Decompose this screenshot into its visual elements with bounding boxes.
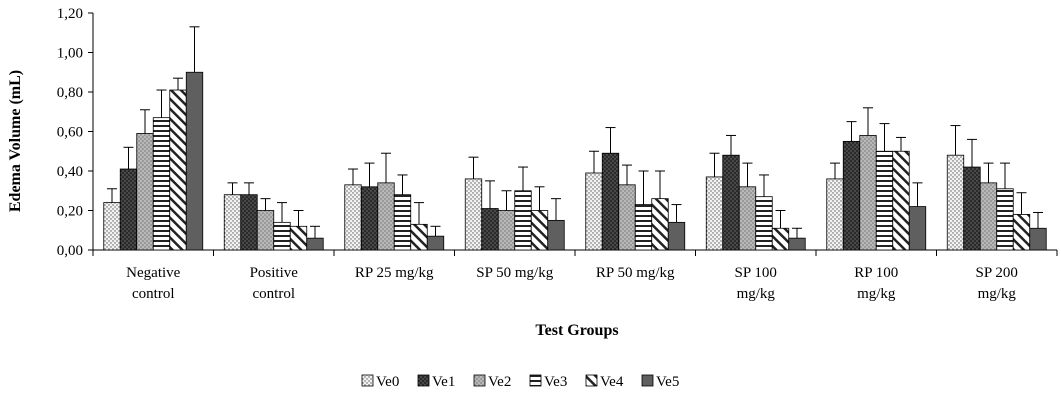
legend-swatch — [417, 374, 430, 387]
legend-swatch — [585, 374, 598, 387]
bar-ve1-7 — [963, 166, 981, 251]
category-label: mg/kg — [737, 286, 776, 302]
bar-ve3-2 — [393, 194, 412, 251]
bar-ve5-6 — [908, 206, 927, 251]
bar-ve5-1 — [306, 237, 324, 251]
category-label: Positive — [250, 265, 299, 281]
category-label: SP 200 — [976, 265, 1018, 281]
bar-ve4-3 — [530, 210, 549, 251]
y-tick-label: 0,20 — [57, 204, 83, 220]
bar-ve1-1 — [240, 194, 258, 251]
legend-item-ve1: Ve1 — [417, 374, 455, 390]
bar-ve3-4 — [634, 204, 653, 251]
category-label: Negative — [126, 265, 180, 281]
bar-ve4-1 — [289, 225, 308, 251]
bar-ve0-3 — [464, 178, 483, 251]
y-tick-label: 0,40 — [57, 164, 83, 180]
category-labels: Negative control Positive control RP 25 mg/k… — [126, 265, 1018, 302]
legend-swatch — [641, 374, 654, 387]
bar-ve1-6 — [842, 140, 861, 251]
bar-ve4-4 — [651, 198, 669, 251]
bar-ve1-4 — [601, 152, 620, 251]
y-tick-label: 0,80 — [57, 85, 83, 101]
x-axis-title: Test Groups — [535, 322, 618, 339]
bar-ve1-5 — [722, 154, 740, 251]
legend-item-ve4: Ve4 — [585, 374, 624, 390]
y-tick-label: 0,00 — [57, 243, 83, 259]
bar-ve2-0 — [136, 133, 154, 251]
bar-ve3-0 — [152, 117, 171, 251]
bar-ve3-1 — [273, 221, 291, 251]
category-label: mg/kg — [857, 286, 896, 302]
legend-item-ve2: Ve2 — [473, 374, 511, 390]
bar-ve1-0 — [119, 168, 138, 251]
bar-ve2-3 — [497, 210, 516, 251]
legend-label: Ve0 — [376, 374, 399, 390]
bar-ve0-2 — [344, 184, 362, 251]
bars — [103, 71, 1047, 251]
bar-ve0-1 — [223, 194, 242, 251]
bar-ve4-5 — [771, 227, 790, 251]
bar-ve5-4 — [667, 221, 686, 251]
bar-ve3-3 — [514, 190, 532, 251]
bar-ve2-5 — [738, 186, 757, 251]
legend-swatch — [473, 374, 486, 387]
bar-ve3-7 — [996, 188, 1014, 251]
bar-ve0-5 — [705, 176, 724, 251]
y-tick-label: 0,60 — [57, 125, 83, 141]
legend-label: Ve2 — [488, 374, 511, 390]
legend-item-ve0: Ve0 — [361, 374, 399, 390]
legend: Ve0 Ve1 Ve2 Ve3 Ve4 Ve5 — [361, 374, 679, 390]
legend-swatch — [361, 374, 374, 387]
y-tick-label: 1,20 — [57, 6, 83, 22]
bar-ve0-0 — [103, 202, 121, 251]
category-label: mg/kg — [978, 286, 1017, 302]
legend-swatch — [529, 374, 542, 387]
category-label: RP 50 mg/kg — [596, 265, 675, 281]
bar-ve4-7 — [1012, 214, 1031, 251]
legend-item-ve3: Ve3 — [529, 374, 567, 390]
bar-ve2-1 — [256, 210, 275, 251]
bar-ve2-2 — [377, 182, 395, 251]
bar-ve5-0 — [185, 71, 204, 251]
category-label: SP 100 — [735, 265, 777, 281]
legend-label: Ve3 — [544, 374, 567, 390]
legend-label: Ve5 — [656, 374, 679, 390]
legend-label: Ve4 — [600, 374, 624, 390]
bar-ve5-3 — [547, 219, 565, 251]
bar-ve4-0 — [169, 89, 187, 251]
legend-item-ve5: Ve5 — [641, 374, 679, 390]
bar-ve2-6 — [859, 135, 877, 251]
bar-ve0-7 — [946, 154, 965, 251]
bar-ve3-6 — [875, 150, 894, 251]
error-bars — [107, 26, 1043, 239]
bar-ve4-2 — [410, 223, 428, 251]
bar-ve1-2 — [360, 186, 379, 251]
category-label: RP 25 mg/kg — [355, 265, 434, 281]
category-label: control — [132, 286, 175, 302]
bar-ve5-2 — [426, 235, 445, 251]
bar-ve2-4 — [618, 184, 636, 251]
bar-ve3-5 — [755, 196, 773, 251]
category-label: SP 50 mg/kg — [476, 265, 553, 281]
category-label: control — [253, 286, 296, 302]
legend-label: Ve1 — [432, 374, 455, 390]
bar-ve5-5 — [788, 237, 806, 251]
bar-ve4-6 — [892, 150, 910, 251]
bar-ve1-3 — [481, 208, 499, 251]
y-tick-label: 1,00 — [57, 46, 83, 62]
bar-ve0-4 — [585, 172, 603, 251]
bar-ve2-7 — [979, 182, 998, 251]
bar-ve0-6 — [826, 178, 844, 251]
y-axis-title: Edema Volume (mL) — [7, 70, 24, 212]
category-label: RP 100 — [854, 265, 898, 281]
bar-ve5-7 — [1029, 227, 1047, 251]
